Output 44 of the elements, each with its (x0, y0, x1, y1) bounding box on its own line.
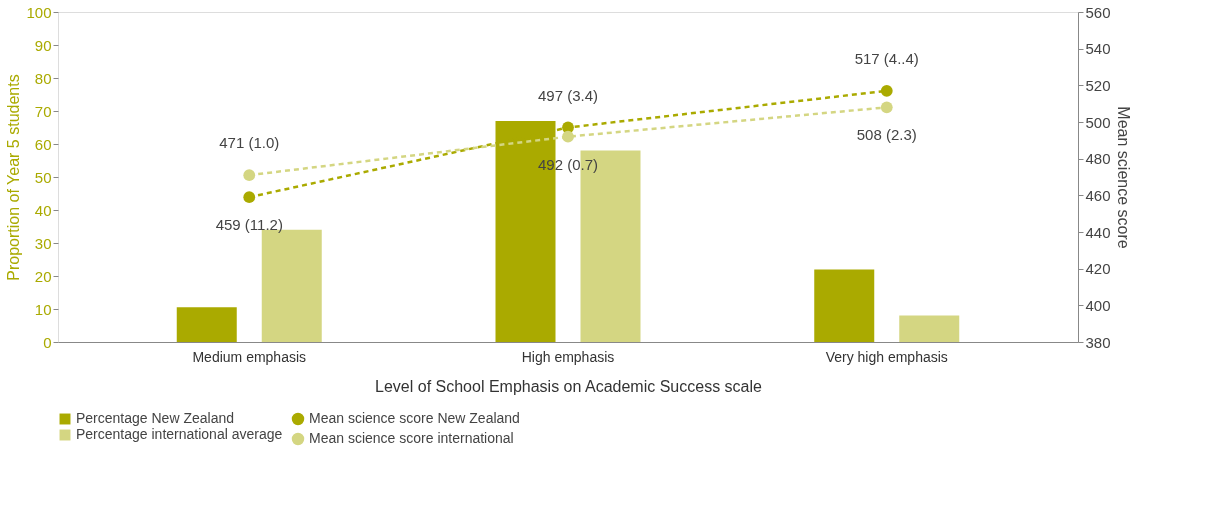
y-tick-label: 70 (34, 102, 52, 120)
data-label: 508 (2.3) (856, 126, 917, 144)
bar (899, 315, 960, 342)
point (880, 101, 893, 114)
x-axis-title: Level of School Emphasis on Academic Success scale (375, 377, 763, 395)
data-label: 497 (3.4) (537, 86, 599, 104)
data-label: 459 (11.2) (215, 216, 283, 234)
legend-label: Mean science score international (309, 430, 514, 446)
y2-tick-label: 560 (1085, 3, 1111, 21)
point (880, 84, 893, 97)
data-label: 471 (1.0) (219, 134, 280, 152)
x-tick-label: Very high emphasis (825, 348, 948, 365)
y2-tick-label: 500 (1085, 113, 1111, 131)
y-tick-label: 60 (34, 135, 52, 153)
y-tick-label: 50 (34, 168, 52, 186)
bar (814, 269, 875, 342)
y2-tick-label: 520 (1085, 76, 1111, 94)
y-tick-label: 0 (43, 333, 52, 351)
data-label: 517 (4..4) (854, 49, 919, 67)
y2-tick-label: 460 (1085, 186, 1111, 204)
y2-tick-label: 420 (1085, 260, 1111, 278)
point (243, 191, 256, 204)
y2-tick-label: 480 (1085, 150, 1111, 168)
y-tick-label: 90 (34, 36, 52, 54)
y-tick-label: 80 (34, 69, 52, 87)
y-axis-title: Proportion of Year 5 students (5, 74, 23, 281)
y-tick-label: 40 (34, 201, 52, 219)
y-tick-label: 100 (26, 3, 52, 21)
point (243, 169, 256, 182)
y2-tick-label: 440 (1085, 223, 1111, 241)
y2-tick-label: 540 (1085, 40, 1111, 58)
bar (176, 307, 237, 342)
x-tick-label: Medium emphasis (192, 348, 307, 365)
y-tick-label: 10 (34, 300, 52, 318)
point (562, 130, 574, 143)
y2-tick-label: 400 (1085, 296, 1111, 314)
x-tick-label: High emphasis (521, 348, 615, 365)
legend-label: Percentage New Zealand (76, 410, 234, 426)
legend-label: Percentage international average (76, 426, 283, 442)
y2-tick-label: 380 (1085, 333, 1111, 351)
y-tick-label: 20 (34, 267, 52, 285)
y2-axis-title: Mean science score (1114, 106, 1132, 249)
y-tick-label: 30 (34, 234, 52, 252)
legend-label: Mean science score New Zealand (309, 410, 520, 426)
